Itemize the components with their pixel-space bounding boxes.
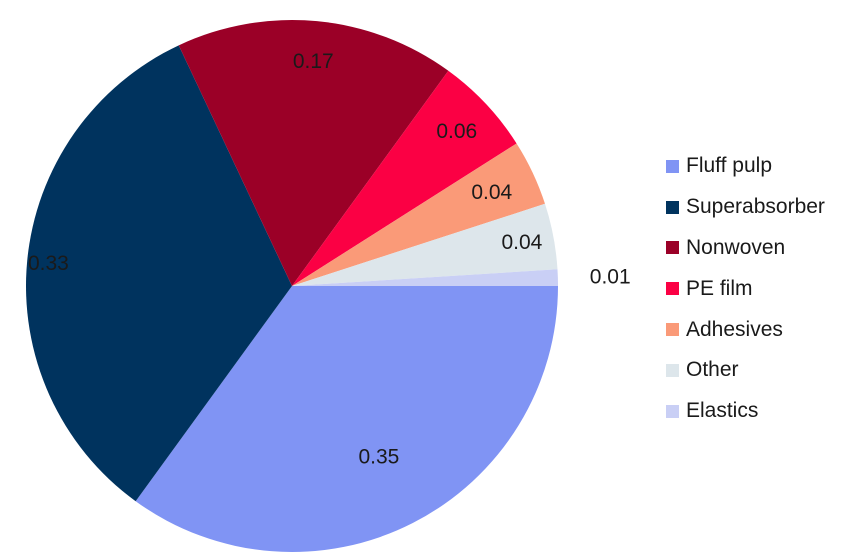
legend-label: Elastics — [686, 399, 759, 423]
legend-label: Superabsorber — [686, 195, 825, 219]
legend-swatch — [666, 241, 679, 255]
legend-label: Adhesives — [686, 317, 783, 341]
data-label-adhesives: 0.04 — [471, 181, 512, 204]
pie-slice-nonwoven — [178, 20, 449, 287]
legend-swatch — [666, 200, 679, 214]
pie-slice-superabsorber — [26, 45, 292, 502]
legend-item-superabsorber: Superabsorber — [666, 187, 850, 228]
pie-slice-pe-film — [292, 70, 517, 286]
legend-swatch — [666, 404, 679, 418]
data-label-other: 0.04 — [501, 231, 542, 254]
legend-item-elastics: Elastics — [666, 391, 850, 432]
legend-item-other: Other — [666, 350, 850, 391]
legend-label: Other — [686, 358, 739, 382]
data-label-nonwoven: 0.17 — [293, 50, 334, 73]
data-label-superabsorber: 0.33 — [28, 252, 69, 275]
legend-item-pe-film: PE film — [666, 268, 850, 309]
legend: Fluff pulp Superabsorber Nonwoven PE film Ad… — [666, 146, 850, 432]
legend-swatch — [666, 282, 679, 296]
legend-label: Fluff pulp — [686, 154, 772, 178]
pie-slice-adhesives — [292, 143, 545, 286]
legend-item-nonwoven: Nonwoven — [666, 228, 850, 269]
legend-swatch — [666, 323, 679, 337]
pie-slice-elastics — [292, 269, 558, 286]
legend-swatch — [666, 363, 679, 377]
data-label-elastics: 0.01 — [590, 266, 631, 289]
legend-item-adhesives: Adhesives — [666, 309, 850, 350]
data-label-fluff-pulp: 0.35 — [358, 446, 399, 469]
legend-swatch — [666, 159, 679, 173]
data-label-pe-film: 0.06 — [436, 120, 477, 143]
legend-label: Nonwoven — [686, 235, 786, 259]
legend-item-fluff-pulp: Fluff pulp — [666, 146, 850, 187]
legend-label: PE film — [686, 276, 753, 300]
pie-slice-other — [292, 203, 558, 286]
pie-slice-fluff-pulp — [135, 286, 558, 553]
